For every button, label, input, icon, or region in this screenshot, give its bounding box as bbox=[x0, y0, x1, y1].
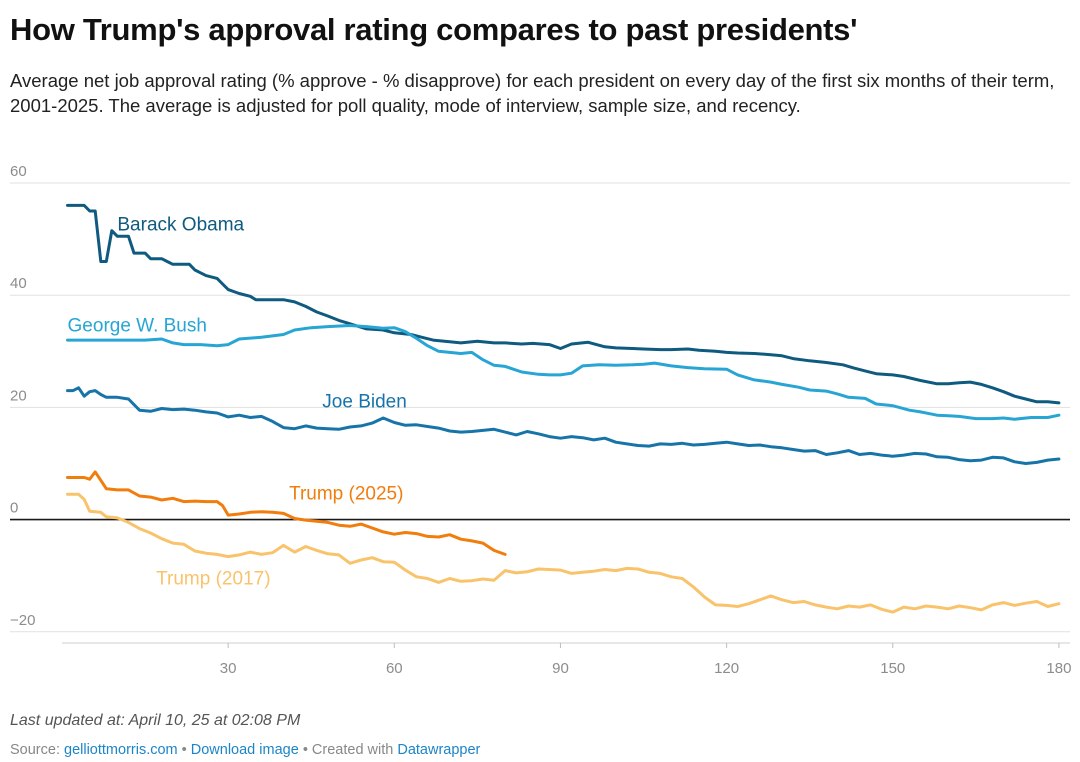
series-label: Trump (2017) bbox=[156, 569, 270, 590]
source-label: Source: bbox=[10, 742, 60, 758]
series-line-trump-2025 bbox=[66, 470, 507, 556]
x-tick-label: 150 bbox=[880, 660, 905, 677]
source-link[interactable]: gelliottmorris.com bbox=[64, 742, 178, 758]
y-tick-label: 20 bbox=[10, 387, 27, 404]
chart-title: How Trump's approval rating compares to … bbox=[10, 12, 858, 47]
grid-lines bbox=[10, 182, 1070, 644]
created-with-label: Created with bbox=[311, 742, 394, 758]
y-axis-ticks: 60 40 20 0 −20 bbox=[10, 163, 35, 629]
series-line-barack-obama bbox=[66, 203, 1061, 405]
series-labels: Barack Obama George W. Bush Joe Biden Trump… bbox=[68, 215, 407, 590]
series-label: Barack Obama bbox=[117, 215, 244, 236]
series-label: Joe Biden bbox=[322, 391, 407, 412]
y-tick-label: 40 bbox=[10, 275, 27, 292]
x-tick-label: 60 bbox=[386, 660, 403, 677]
x-tick-label: 90 bbox=[552, 660, 569, 677]
datawrapper-link[interactable]: Datawrapper bbox=[397, 742, 481, 758]
x-tick-label: 30 bbox=[220, 660, 237, 677]
line-chart: 60 40 20 0 −20 30 60 90 120 150 180 Barack Obama G… bbox=[10, 163, 1071, 677]
x-tick-label: 120 bbox=[714, 660, 739, 677]
y-tick-label: 0 bbox=[10, 500, 18, 517]
y-tick-label: −20 bbox=[10, 612, 35, 629]
footer-separator: • bbox=[181, 742, 187, 758]
series-line-joe-biden bbox=[66, 386, 1061, 465]
footer-separator: • bbox=[302, 742, 308, 758]
footer: Source: gelliottmorris.com • Download im… bbox=[10, 742, 480, 758]
x-axis-ticks: 30 60 90 120 150 180 bbox=[220, 643, 1071, 677]
download-image-link[interactable]: Download image bbox=[190, 742, 299, 758]
last-updated: Last updated at: April 10, 25 at 02:08 P… bbox=[10, 712, 301, 729]
series-line-trump-2017 bbox=[66, 492, 1061, 614]
series-label: Trump (2025) bbox=[289, 483, 403, 504]
series-line-george-w-bush bbox=[66, 324, 1061, 421]
chart-subtitle: Average net job approval rating (% appro… bbox=[10, 70, 1055, 116]
x-tick-label: 180 bbox=[1046, 660, 1071, 677]
y-tick-label: 60 bbox=[10, 163, 27, 180]
series-lines bbox=[66, 203, 1061, 614]
series-label: George W. Bush bbox=[68, 316, 207, 337]
